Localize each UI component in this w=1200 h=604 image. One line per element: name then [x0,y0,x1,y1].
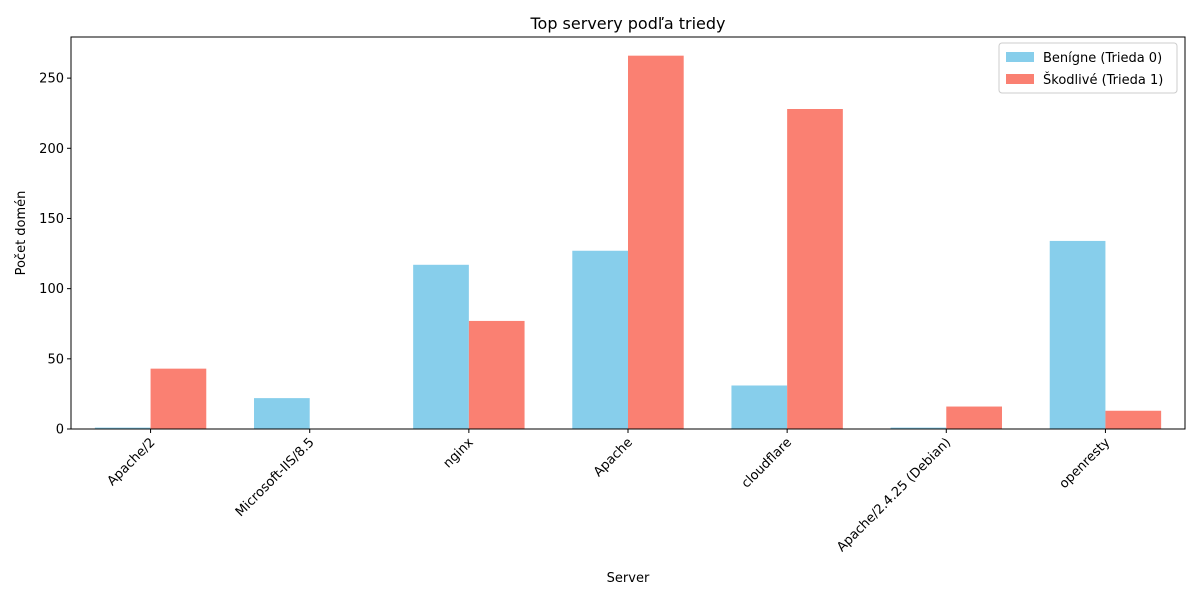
bars-group [94,55,1162,430]
x-tick-label: cloudflare [739,435,795,491]
bar-malicious-5 [946,406,1002,429]
x-tick-label: nginx [441,435,477,471]
chart-title: Top servery podľa triedy [529,14,725,33]
y-tick-label: 0 [56,423,64,438]
bar-malicious-6 [1105,410,1162,429]
bar-benign-5 [890,427,947,429]
y-tick-label: 250 [39,72,64,87]
bar-malicious-0 [150,368,207,429]
bar-benign-6 [1049,240,1106,429]
legend-swatch-malicious [1006,74,1034,84]
legend-label-malicious: Škodlivé (Trieda 1) [1043,72,1163,88]
bar-benign-1 [254,398,310,429]
bar-benign-2 [413,264,469,429]
y-tick-label: 150 [39,212,64,227]
bar-benign-0 [94,427,151,429]
x-tick-label: openresty [1057,435,1114,492]
y-tick-label: 50 [47,352,64,367]
x-tick-label: Apache/2.4.25 (Debian) [834,435,954,555]
bar-malicious-2 [468,320,525,429]
y-tick-label: 200 [39,142,64,157]
bar-benign-3 [572,250,628,429]
x-axis-label: Server [607,571,650,586]
legend-box [998,42,1178,94]
y-axis: 0 50 100 150 200 250 [39,72,71,438]
x-tick-label: Apache/2 [105,435,159,489]
legend-label-benign: Benígne (Trieda 0) [1043,51,1162,66]
bar-benign-4 [731,385,788,429]
x-tick-label: Apache [591,435,636,480]
y-axis-label: Počet domén [14,191,29,276]
bar-malicious-3 [628,55,684,430]
y-tick-label: 100 [39,282,64,297]
x-tick-label: Microsoft-IIS/8.5 [233,435,318,520]
bar-malicious-4 [787,109,843,429]
legend: Benígne (Trieda 0) Škodlivé (Trieda 1) [998,42,1178,94]
plot-frame [70,36,1186,430]
legend-swatch-benign [1006,52,1034,62]
x-axis: Apache/2 Microsoft-IIS/8.5 nginx Apache clou… [105,429,1114,555]
